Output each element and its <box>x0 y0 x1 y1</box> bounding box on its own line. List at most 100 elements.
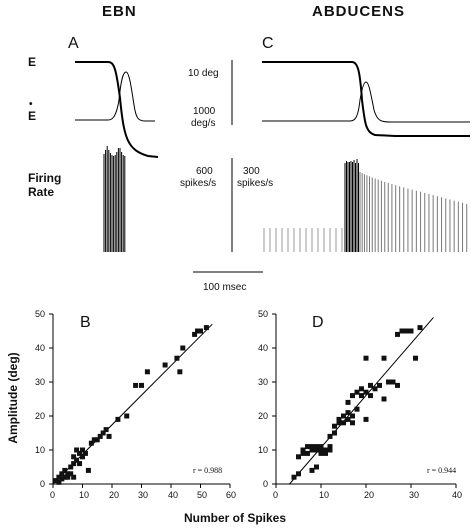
b-xtick-0: 0 <box>50 490 56 500</box>
data-point <box>71 454 77 460</box>
data-point <box>404 328 409 334</box>
abducens-position-trace <box>262 61 470 137</box>
data-point <box>350 413 355 419</box>
row-label-position: E <box>28 55 37 69</box>
data-point <box>296 454 301 460</box>
data-point <box>82 450 88 456</box>
row-label-firing: Firing <box>28 171 62 185</box>
abducens-spike-train <box>263 159 468 252</box>
data-point <box>77 461 83 467</box>
data-point <box>62 467 68 473</box>
data-point <box>327 444 333 450</box>
data-point <box>314 444 319 450</box>
data-point <box>74 447 80 453</box>
data-point <box>345 399 351 405</box>
data-point <box>74 457 80 463</box>
b-xtick-10: 10 <box>79 490 90 500</box>
data-point <box>327 447 333 453</box>
data-point <box>309 467 315 473</box>
header-ebn: EBN <box>102 3 137 20</box>
scatter-plot-b <box>49 313 231 488</box>
data-point <box>296 471 301 477</box>
data-point <box>363 389 369 395</box>
data-point <box>332 430 337 436</box>
data-point <box>341 413 346 419</box>
d-ytick-40: 40 <box>258 343 269 353</box>
data-point <box>332 423 337 429</box>
data-point <box>345 410 351 416</box>
y-axis-label: Amplitude (deg) <box>6 352 20 444</box>
b-ytick-0: 0 <box>40 479 46 489</box>
d-xtick-0: 0 <box>273 490 279 500</box>
panel-label-b: B <box>80 314 91 331</box>
data-point <box>318 444 324 450</box>
panel-label-c: C <box>262 35 274 52</box>
row-label-velocity: E <box>28 109 37 123</box>
data-point <box>100 430 106 436</box>
data-point <box>395 382 400 388</box>
d-ytick-10: 10 <box>258 445 269 455</box>
data-point <box>327 433 333 439</box>
data-point <box>314 464 319 470</box>
data-point <box>59 476 65 482</box>
data-point <box>309 447 315 453</box>
data-point <box>395 331 400 337</box>
data-point <box>174 355 180 361</box>
data-point <box>68 471 74 477</box>
data-point <box>372 386 378 392</box>
b-ytick-40: 40 <box>35 343 46 353</box>
data-point <box>368 382 373 388</box>
data-point <box>65 474 71 480</box>
d-correlation: r = 0.944 <box>427 466 457 475</box>
data-point <box>359 393 364 399</box>
b-xtick-30: 30 <box>138 490 149 500</box>
data-point <box>91 437 97 443</box>
d-ytick-20: 20 <box>258 411 269 421</box>
scatter-plot-d <box>272 313 457 488</box>
scale-label-position: 10 deg <box>188 68 219 79</box>
data-point <box>300 447 306 453</box>
scale-label-abd-rate-1: 300 <box>243 166 260 177</box>
data-point <box>350 420 355 426</box>
data-point <box>177 369 183 375</box>
data-point <box>305 450 310 456</box>
data-point <box>377 382 382 388</box>
data-point <box>417 325 423 331</box>
data-point <box>323 447 328 453</box>
d-xtick-40: 40 <box>452 490 463 500</box>
data-point <box>386 379 391 385</box>
data-point <box>144 369 150 375</box>
b-xtick-40: 40 <box>168 490 179 500</box>
x-axis-label: Number of Spikes <box>184 511 287 525</box>
data-point <box>106 433 112 439</box>
d-xtick-20: 20 <box>364 490 375 500</box>
b-ytick-50: 50 <box>35 309 46 319</box>
regression-line <box>52 323 213 485</box>
data-point <box>71 474 77 480</box>
data-point <box>336 416 342 422</box>
data-point <box>318 450 324 456</box>
ebn-position-trace <box>75 61 159 158</box>
data-point <box>56 479 62 485</box>
data-point <box>77 450 83 456</box>
regression-line <box>289 317 434 485</box>
data-point <box>323 450 328 456</box>
data-point <box>103 427 109 433</box>
data-point <box>305 444 310 450</box>
data-point <box>80 454 85 460</box>
data-point <box>350 393 355 399</box>
data-point <box>341 420 346 426</box>
data-point <box>359 386 364 392</box>
ebn-velocity-trace <box>75 71 155 122</box>
d-ytick-30: 30 <box>258 377 269 387</box>
data-point <box>115 416 121 422</box>
data-point <box>53 478 59 484</box>
data-point <box>203 325 209 331</box>
data-point <box>300 450 306 456</box>
d-ytick-0: 0 <box>263 479 269 489</box>
data-point <box>162 362 168 368</box>
ebn-spike-train <box>103 146 126 252</box>
panel-label-a: A <box>68 35 79 52</box>
data-point <box>399 328 405 334</box>
b-ytick-10: 10 <box>35 445 46 455</box>
